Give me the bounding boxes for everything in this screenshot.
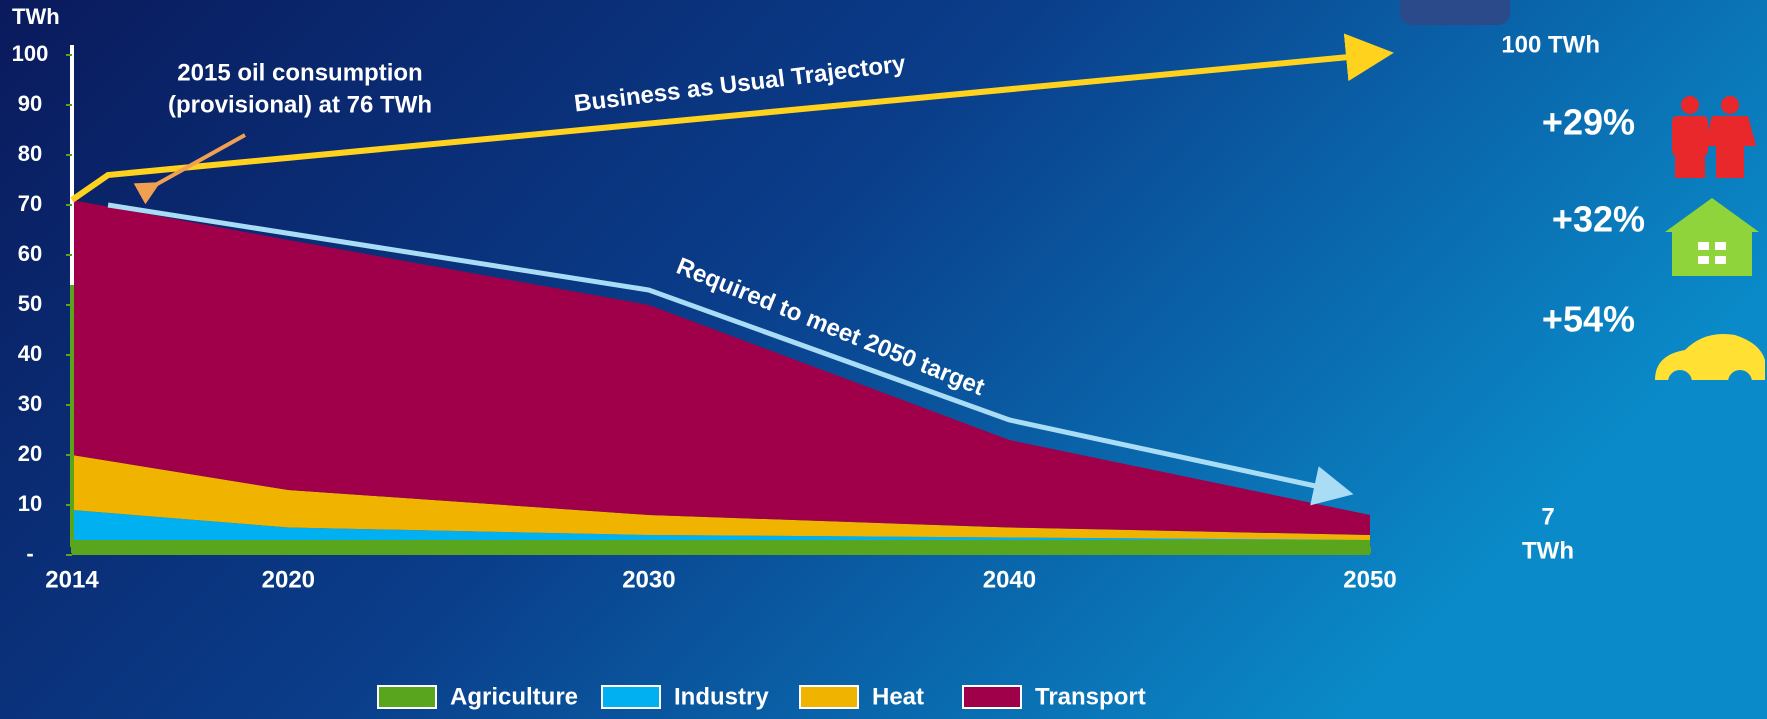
legend-swatch <box>799 685 859 709</box>
y-tick-label: 50 <box>18 291 42 316</box>
x-tick-label: 2014 <box>45 566 99 593</box>
legend-swatch <box>377 685 437 709</box>
annotation: TWh <box>1522 537 1574 564</box>
legend-label: Transport <box>1035 683 1146 710</box>
x-tick-label: 2030 <box>622 566 675 593</box>
area <box>72 200 1370 535</box>
y-tick-label: - <box>26 541 33 566</box>
legend-swatch <box>962 685 1022 709</box>
area <box>72 510 1370 540</box>
house-icon <box>1665 198 1759 276</box>
x-tick-label: 2040 <box>983 566 1036 593</box>
trend-line <box>70 33 1394 203</box>
annotation: 7 <box>1541 503 1554 530</box>
y-tick-label: 100 <box>12 41 49 66</box>
annotation: (provisional) at 76 TWh <box>168 91 432 118</box>
growth-label: +29% <box>1542 102 1635 143</box>
growth-label: +32% <box>1552 199 1645 240</box>
x-tick-label: 2020 <box>262 566 315 593</box>
annotation-arrow <box>133 133 246 205</box>
annotation: 2015 oil consumption <box>177 59 422 86</box>
area <box>72 455 1370 540</box>
legend-label: Industry <box>674 683 769 710</box>
legend-label: Agriculture <box>450 683 578 710</box>
growth-label: +54% <box>1542 299 1635 340</box>
annotation: 100 TWh <box>1501 31 1600 58</box>
trend-line <box>107 202 1354 506</box>
y-tick-label: 10 <box>18 491 42 516</box>
y-tick-label: 70 <box>18 191 42 216</box>
y-tick-label: 30 <box>18 391 42 416</box>
people-icon <box>1672 96 1756 178</box>
legend-swatch <box>601 685 661 709</box>
y-tick-label: 60 <box>18 241 42 266</box>
y-axis-label: TWh <box>12 4 60 29</box>
y-tick-label: 40 <box>18 341 42 366</box>
logo <box>1400 0 1510 25</box>
y-tick-label: 90 <box>18 91 42 116</box>
legend-label: Heat <box>872 683 924 710</box>
car-icon <box>1655 334 1765 394</box>
x-tick-label: 2050 <box>1343 566 1396 593</box>
y-tick-label: 20 <box>18 441 42 466</box>
y-tick-label: 80 <box>18 141 42 166</box>
